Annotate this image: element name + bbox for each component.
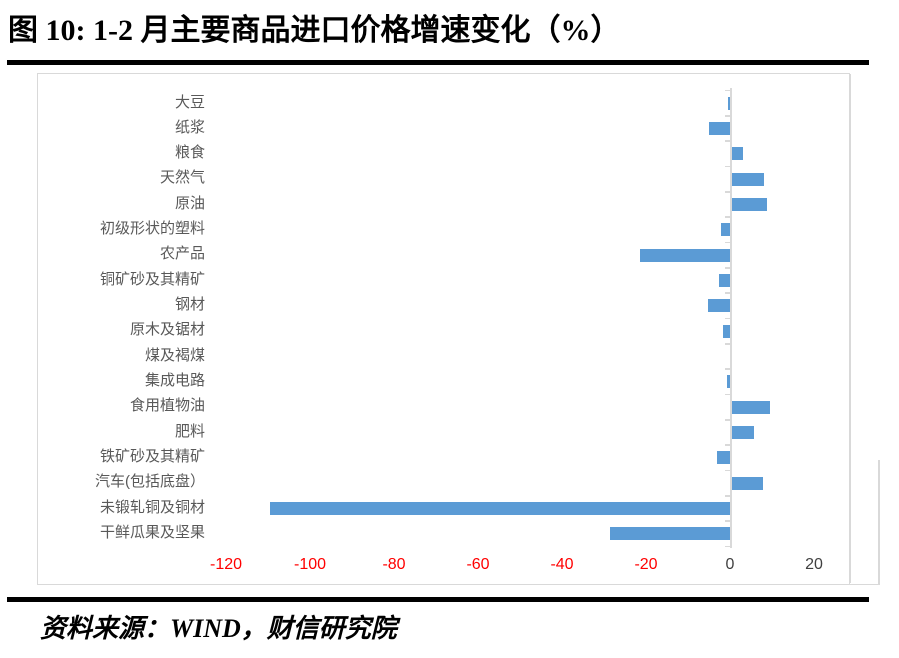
bar — [708, 299, 730, 313]
category-label: 铜矿砂及其精矿 — [99, 270, 205, 288]
category-axis-tick — [724, 267, 730, 269]
x-axis-tick-label: -80 — [382, 556, 406, 573]
bar-chart-frame: 大豆纸浆粮食天然气原油初级形状的塑料农产品铜矿砂及其精矿钢材原木及锯材煤及褐煤集… — [37, 73, 851, 585]
category-axis-tick — [724, 89, 730, 92]
category-label: 集成电路 — [144, 372, 205, 390]
category-axis-line — [730, 88, 732, 548]
category-axis-tick — [724, 241, 730, 244]
category-axis-tick — [724, 191, 730, 193]
category-label: 农产品 — [159, 245, 205, 263]
category-label: 纸浆 — [174, 118, 205, 136]
category-axis-tick — [724, 216, 730, 218]
category-label: 食用植物油 — [129, 397, 205, 415]
bar — [270, 501, 730, 515]
category-axis-tick — [724, 115, 730, 117]
bar — [731, 197, 768, 211]
frame-bottom-extension-line — [850, 583, 880, 585]
category-axis-tick — [724, 495, 730, 497]
bar — [731, 172, 765, 186]
category-axis-tick — [724, 368, 730, 370]
bar — [721, 223, 730, 237]
category-axis-tick — [724, 393, 730, 396]
category-label: 粮食 — [174, 144, 205, 162]
bar — [709, 121, 730, 135]
plot-area-right-line — [849, 74, 851, 583]
source-note: 资料来源：WIND，财信研究院 — [40, 614, 397, 643]
bar — [731, 147, 744, 161]
x-axis-tick-label: -40 — [550, 556, 574, 573]
bar — [731, 400, 771, 414]
bar — [716, 451, 730, 465]
category-label: 原木及锯材 — [129, 321, 205, 339]
x-axis-tick-label: -120 — [209, 556, 243, 573]
category-axis-tick — [724, 343, 730, 345]
category-label: 初级形状的塑料 — [99, 220, 205, 238]
bar — [727, 375, 730, 389]
x-axis-tick-label: -60 — [466, 556, 490, 573]
category-label: 干鲜瓜果及坚果 — [99, 524, 205, 542]
bar — [727, 96, 730, 110]
category-axis-tick — [724, 469, 730, 472]
bar — [610, 527, 730, 541]
category-axis-tick — [724, 317, 730, 320]
category-label: 铁矿砂及其精矿 — [99, 448, 205, 466]
category-label: 原油 — [174, 194, 205, 212]
bar — [723, 324, 730, 338]
x-axis-tick-label: -20 — [634, 556, 658, 573]
category-axis-tick — [724, 419, 730, 421]
source-divider-rule — [7, 597, 869, 602]
category-axis-tick — [724, 292, 730, 294]
category-axis-tick — [724, 444, 730, 446]
category-label: 钢材 — [174, 296, 205, 314]
x-axis-tick-label: -100 — [293, 556, 327, 573]
bar — [640, 248, 730, 262]
x-axis-tick-label: 0 — [725, 556, 735, 573]
category-label: 天然气 — [159, 169, 205, 187]
category-axis-tick — [724, 545, 730, 548]
category-label: 未锻轧铜及铜材 — [99, 498, 205, 516]
title-divider-rule — [7, 60, 869, 65]
category-axis-tick — [724, 165, 730, 168]
frame-right-partial-line — [878, 460, 880, 585]
bar — [719, 273, 730, 287]
figure-title: 图 10: 1-2 月主要商品进口价格增速变化（%） — [8, 14, 621, 47]
category-axis-tick — [724, 520, 730, 522]
category-axis-tick — [724, 140, 730, 142]
bar — [731, 476, 763, 490]
category-label: 肥料 — [174, 422, 205, 440]
category-label: 大豆 — [174, 93, 205, 111]
category-label: 煤及褐煤 — [144, 346, 205, 364]
bar — [731, 425, 755, 439]
x-axis-tick-label: 20 — [805, 556, 823, 573]
category-label: 汽车(包括底盘） — [95, 473, 205, 491]
